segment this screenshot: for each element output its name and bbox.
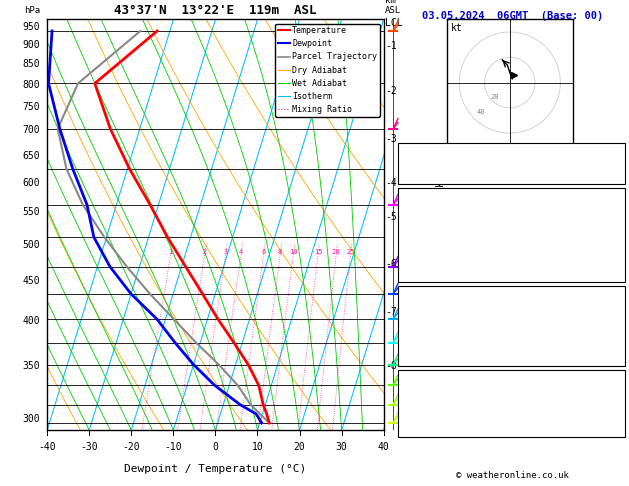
Text: 850: 850 xyxy=(22,59,40,69)
Text: 500: 500 xyxy=(22,240,40,250)
Text: © weatheronline.co.uk: © weatheronline.co.uk xyxy=(456,470,569,480)
Text: 12.3: 12.3 xyxy=(598,202,621,212)
Text: 650: 650 xyxy=(22,151,40,160)
Text: 450: 450 xyxy=(22,276,40,286)
Text: 700: 700 xyxy=(22,125,40,136)
Text: 25: 25 xyxy=(346,249,355,255)
Text: -5: -5 xyxy=(385,212,397,223)
Text: -7: -7 xyxy=(385,307,397,317)
Text: 30: 30 xyxy=(336,442,347,451)
Text: CIN (J): CIN (J) xyxy=(402,270,443,280)
Text: Temp (°C): Temp (°C) xyxy=(402,202,455,212)
Text: 10.5: 10.5 xyxy=(598,216,621,226)
Text: 03.05.2024  06GMT  (Base: 00): 03.05.2024 06GMT (Base: 00) xyxy=(422,11,603,21)
Text: K: K xyxy=(402,145,408,155)
Text: 300: 300 xyxy=(22,414,40,424)
Text: Pressure (mb): Pressure (mb) xyxy=(402,300,478,310)
Text: -10: -10 xyxy=(165,442,182,451)
Text: 750: 750 xyxy=(22,102,40,112)
Text: 10: 10 xyxy=(289,249,298,255)
Text: -2: -2 xyxy=(385,87,397,96)
Text: 20: 20 xyxy=(491,94,499,100)
Legend: Temperature, Dewpoint, Parcel Trajectory, Dry Adiabat, Wet Adiabat, Isotherm, Mi: Temperature, Dewpoint, Parcel Trajectory… xyxy=(276,24,379,117)
Text: LCL: LCL xyxy=(385,18,403,28)
Text: -4: -4 xyxy=(385,178,397,188)
Text: SREH: SREH xyxy=(402,399,425,408)
Text: 1: 1 xyxy=(169,249,173,255)
Text: 28: 28 xyxy=(609,145,621,155)
Text: 309: 309 xyxy=(603,314,621,324)
Text: 0: 0 xyxy=(615,341,621,351)
Text: θᴇ (K): θᴇ (K) xyxy=(402,314,437,324)
Text: 400: 400 xyxy=(22,316,40,326)
Text: -30: -30 xyxy=(81,442,98,451)
Text: 40: 40 xyxy=(378,442,389,451)
Text: hPa: hPa xyxy=(24,6,40,16)
Text: Surface: Surface xyxy=(491,189,532,199)
Text: 2.25: 2.25 xyxy=(598,172,621,182)
Text: 600: 600 xyxy=(22,178,40,188)
Text: 7: 7 xyxy=(615,426,621,435)
Text: 0: 0 xyxy=(213,442,218,451)
Text: PW (cm): PW (cm) xyxy=(402,172,443,182)
Text: EH: EH xyxy=(402,385,414,395)
Text: Totals Totals: Totals Totals xyxy=(402,158,478,168)
Text: 800: 800 xyxy=(22,80,40,90)
Text: -1: -1 xyxy=(385,41,397,51)
Text: CAPE (J): CAPE (J) xyxy=(402,341,449,351)
Text: -6: -6 xyxy=(385,260,397,269)
Text: 350: 350 xyxy=(22,361,40,371)
Title: 43°37'N  13°22'E  119m  ASL: 43°37'N 13°22'E 119m ASL xyxy=(114,4,316,17)
Text: -3: -3 xyxy=(385,134,397,144)
Text: 2: 2 xyxy=(615,328,621,337)
Text: km
ASL: km ASL xyxy=(385,0,401,16)
Text: 700: 700 xyxy=(603,300,621,310)
Text: 308: 308 xyxy=(603,229,621,239)
Text: kt: kt xyxy=(450,23,462,33)
Text: StmSpd (kt): StmSpd (kt) xyxy=(402,426,467,435)
Text: 9: 9 xyxy=(615,257,621,266)
Text: 4: 4 xyxy=(239,249,243,255)
Text: 8: 8 xyxy=(278,249,282,255)
Text: 3: 3 xyxy=(615,243,621,253)
Text: 34: 34 xyxy=(609,385,621,395)
Text: Most Unstable: Most Unstable xyxy=(473,287,550,297)
Text: θᴇ(K): θᴇ(K) xyxy=(402,229,431,239)
Text: 132°: 132° xyxy=(598,412,621,422)
Text: StmDir: StmDir xyxy=(402,412,437,422)
Text: Dewpoint / Temperature (°C): Dewpoint / Temperature (°C) xyxy=(125,464,306,474)
Text: 10: 10 xyxy=(252,442,264,451)
Text: Mixing Ratio (g/kg): Mixing Ratio (g/kg) xyxy=(436,169,446,280)
Text: 6: 6 xyxy=(262,249,265,255)
Text: Lifted Index: Lifted Index xyxy=(402,328,472,337)
Text: 550: 550 xyxy=(22,208,40,217)
Text: 20: 20 xyxy=(332,249,340,255)
Text: 2: 2 xyxy=(203,249,207,255)
Text: CIN (J): CIN (J) xyxy=(402,355,443,364)
Text: 0: 0 xyxy=(615,355,621,364)
Text: Dewp (°C): Dewp (°C) xyxy=(402,216,455,226)
Text: 14: 14 xyxy=(609,270,621,280)
Text: 40: 40 xyxy=(476,109,485,115)
Text: -20: -20 xyxy=(123,442,140,451)
Text: 900: 900 xyxy=(22,40,40,50)
Text: Hodograph: Hodograph xyxy=(485,372,538,382)
Text: 15: 15 xyxy=(314,249,322,255)
Text: -8: -8 xyxy=(385,361,397,371)
Text: 950: 950 xyxy=(22,21,40,32)
Text: 20: 20 xyxy=(294,442,306,451)
Text: Lifted Index: Lifted Index xyxy=(402,243,472,253)
Text: 49: 49 xyxy=(609,158,621,168)
Text: -40: -40 xyxy=(38,442,56,451)
Text: CAPE (J): CAPE (J) xyxy=(402,257,449,266)
Text: 53: 53 xyxy=(609,399,621,408)
Text: 3: 3 xyxy=(223,249,228,255)
